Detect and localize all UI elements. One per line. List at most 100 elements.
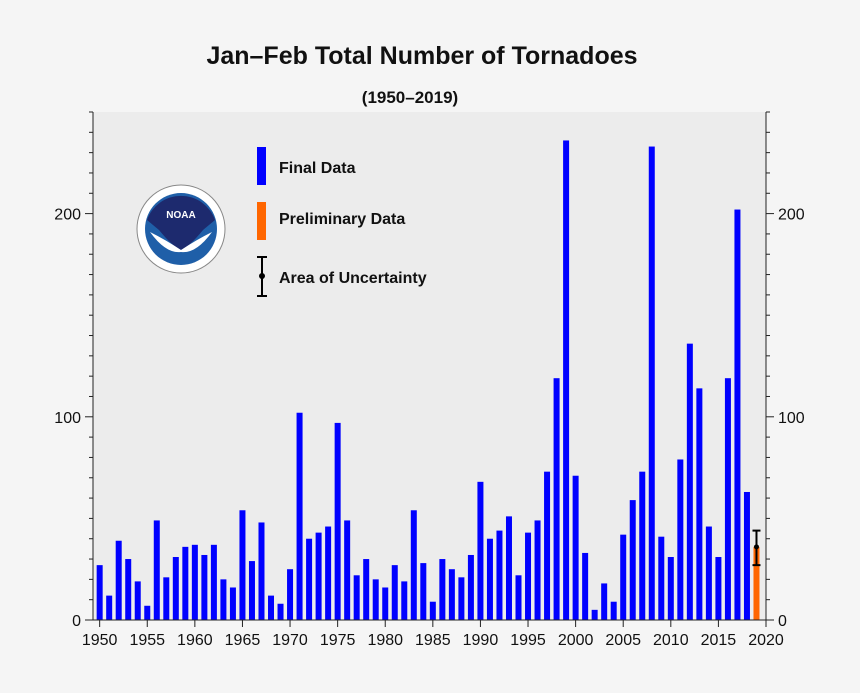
- legend-swatch-preliminary: [257, 202, 266, 240]
- x-tick-label: 2005: [605, 632, 641, 649]
- bar-final: [448, 569, 455, 620]
- chart-subtitle: (1950–2019): [362, 88, 458, 107]
- bar-final: [248, 561, 255, 620]
- x-tick-label: 1965: [225, 632, 261, 649]
- x-tick-label: 1955: [129, 632, 165, 649]
- bar-final: [344, 520, 351, 620]
- bar-final: [553, 378, 560, 620]
- bar-final: [134, 581, 141, 620]
- x-tick-label: 1985: [415, 632, 451, 649]
- bar-final: [210, 544, 217, 620]
- bar-final: [724, 378, 731, 620]
- bar-final: [268, 595, 275, 620]
- x-tick-label: 1990: [463, 632, 499, 649]
- x-tick-label: 1975: [320, 632, 356, 649]
- x-tick-label: 2015: [701, 632, 737, 649]
- bar-final: [401, 581, 408, 620]
- bar-final: [382, 587, 389, 620]
- bar-preliminary: [753, 546, 760, 620]
- uncertainty-bar: [752, 529, 761, 567]
- bar-final: [525, 532, 532, 620]
- bar-final: [591, 609, 598, 620]
- legend-swatch-uncertainty: [257, 256, 267, 297]
- y-tick-label-left: 100: [54, 410, 81, 427]
- legend-swatch-final: [257, 147, 266, 185]
- bar-final: [96, 565, 103, 620]
- x-tick-label: 1970: [272, 632, 308, 649]
- bar-final: [705, 526, 712, 620]
- y-tick-label-left: 200: [54, 207, 81, 224]
- bar-final: [353, 575, 360, 620]
- bar-final: [172, 557, 179, 620]
- bar-final: [572, 475, 579, 620]
- bar-final: [306, 538, 313, 620]
- bar-final: [115, 540, 122, 620]
- bar-final: [658, 536, 665, 620]
- bar-final: [544, 471, 551, 620]
- y-tick-label-right: 0: [778, 613, 787, 630]
- bar-final: [496, 530, 503, 620]
- bar-final: [505, 516, 512, 620]
- bar-final: [486, 538, 493, 620]
- bar-final: [686, 343, 693, 620]
- bar-final: [477, 481, 484, 620]
- bar-final: [334, 422, 341, 620]
- bar-final: [677, 459, 684, 620]
- x-tick-label: 2000: [558, 632, 594, 649]
- bar-final: [191, 544, 198, 620]
- bar-final: [420, 563, 427, 620]
- bar-final: [629, 500, 636, 620]
- bar-final: [229, 587, 236, 620]
- bar-final: [610, 601, 617, 620]
- bar-final: [201, 554, 208, 620]
- bar-final: [277, 603, 284, 620]
- bar-final: [163, 577, 170, 620]
- bar-final: [696, 388, 703, 620]
- noaa-logo: NOAA: [136, 184, 226, 274]
- bar-final: [296, 412, 303, 620]
- bar-final: [258, 522, 265, 620]
- legend-label-uncertainty: Area of Uncertainty: [279, 270, 427, 287]
- bar-final: [648, 146, 655, 620]
- x-tick-label: 2010: [653, 632, 689, 649]
- y-tick-label-right: 200: [778, 207, 805, 224]
- bar-final: [182, 546, 189, 620]
- bar-final: [125, 559, 132, 620]
- bar-final: [220, 579, 227, 620]
- bar-final: [363, 559, 370, 620]
- bar-final: [582, 552, 589, 620]
- x-tick-label: 1980: [367, 632, 403, 649]
- bar-final: [325, 526, 332, 620]
- bar-final: [639, 471, 646, 620]
- x-tick-label: 1950: [82, 632, 118, 649]
- legend-label-preliminary: Preliminary Data: [279, 211, 405, 228]
- y-tick-label-left: 0: [72, 613, 81, 630]
- bar-final: [391, 565, 398, 620]
- bar-final: [534, 520, 541, 620]
- legend: Final Data Preliminary Data Area of Unce…: [257, 147, 427, 297]
- legend-label-final: Final Data: [279, 160, 356, 177]
- bar-final: [467, 554, 474, 620]
- bar-final: [144, 605, 151, 620]
- bar-final: [287, 569, 294, 620]
- bar-final: [667, 557, 674, 620]
- bar-final: [429, 601, 436, 620]
- y-tick-label-right: 100: [778, 410, 805, 427]
- bar-final: [458, 577, 465, 620]
- chart-title: Jan–Feb Total Number of Tornadoes: [206, 42, 637, 70]
- bar-final: [715, 557, 722, 620]
- bar-final: [410, 510, 417, 620]
- axes: 0 0 100 100 200 200 1950 1955 1960 1965 1970 1975 19…: [54, 111, 805, 649]
- bar-final: [734, 209, 741, 620]
- bar-final: [563, 140, 570, 620]
- bar-final: [315, 532, 322, 620]
- bar-final: [372, 579, 379, 620]
- bar-final: [153, 520, 160, 620]
- x-tick-label: 2020: [748, 632, 784, 649]
- x-tick-label: 1995: [510, 632, 546, 649]
- uncertainty-point: [753, 544, 759, 550]
- bar-final: [106, 595, 113, 620]
- bar-final: [515, 575, 522, 620]
- bar-final: [439, 559, 446, 620]
